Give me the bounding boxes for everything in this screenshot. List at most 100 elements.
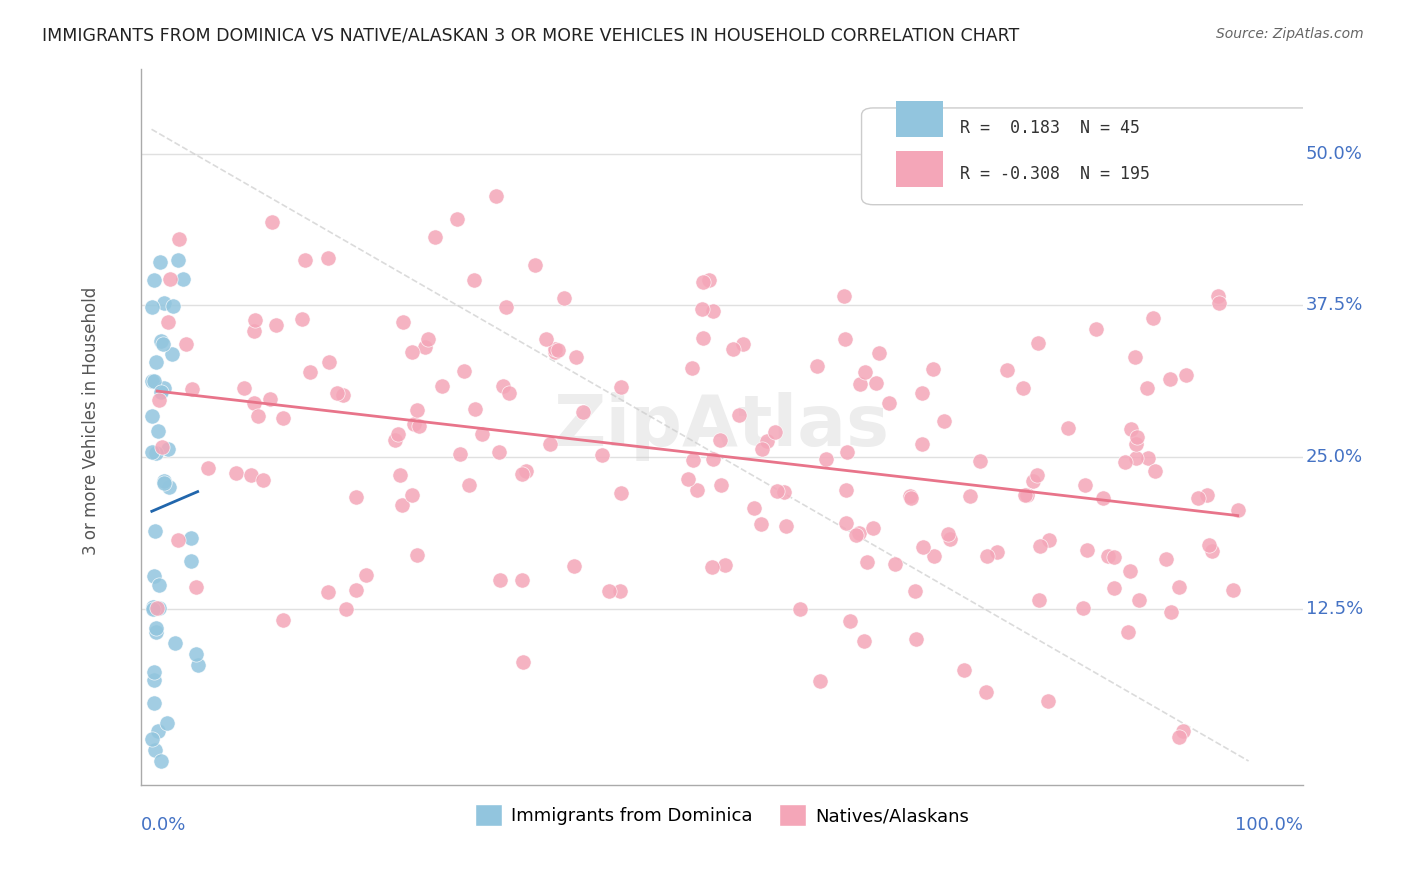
Point bbox=[1197, 488, 1219, 502]
Text: Source: ZipAtlas.com: Source: ZipAtlas.com bbox=[1216, 27, 1364, 41]
Point bbox=[148, 392, 170, 407]
Point bbox=[936, 527, 959, 541]
Legend: Immigrants from Dominica, Natives/Alaskans: Immigrants from Dominica, Natives/Alaska… bbox=[467, 797, 977, 834]
Point bbox=[489, 573, 512, 587]
Point bbox=[143, 568, 166, 582]
Point bbox=[855, 555, 877, 569]
Point bbox=[1175, 368, 1198, 382]
Point bbox=[553, 291, 575, 305]
Point bbox=[458, 477, 481, 491]
Point bbox=[808, 674, 831, 689]
Point bbox=[853, 365, 876, 379]
Point bbox=[1126, 430, 1149, 444]
Text: R =  0.183  N = 45: R = 0.183 N = 45 bbox=[960, 119, 1140, 136]
Point bbox=[142, 599, 165, 614]
Point bbox=[1136, 381, 1159, 395]
Point bbox=[690, 302, 713, 317]
Point bbox=[405, 549, 427, 563]
Point bbox=[1022, 474, 1045, 488]
Point bbox=[247, 409, 270, 424]
Point bbox=[1226, 502, 1249, 516]
Point bbox=[1026, 335, 1049, 350]
Point bbox=[152, 296, 174, 310]
Point bbox=[544, 344, 567, 359]
Point bbox=[609, 584, 631, 599]
Point bbox=[148, 578, 170, 592]
Point bbox=[143, 665, 166, 679]
Point bbox=[1012, 381, 1035, 395]
Point bbox=[789, 601, 811, 615]
Point bbox=[488, 444, 510, 458]
Point bbox=[299, 365, 322, 379]
Point bbox=[681, 360, 703, 375]
Point bbox=[262, 215, 284, 229]
Text: IMMIGRANTS FROM DOMINICA VS NATIVE/ALASKAN 3 OR MORE VEHICLES IN HOUSEHOLD CORRE: IMMIGRANTS FROM DOMINICA VS NATIVE/ALASK… bbox=[42, 27, 1019, 45]
Point bbox=[152, 474, 174, 488]
Point bbox=[898, 489, 921, 503]
Point bbox=[401, 488, 423, 502]
Point bbox=[492, 379, 515, 393]
Point bbox=[243, 312, 266, 326]
Point bbox=[865, 376, 887, 390]
Point bbox=[344, 583, 367, 598]
Point bbox=[495, 300, 517, 314]
Point bbox=[1071, 600, 1094, 615]
Point bbox=[432, 379, 454, 393]
Point bbox=[187, 658, 209, 673]
Point bbox=[1114, 455, 1136, 469]
Point bbox=[845, 528, 868, 542]
Point bbox=[354, 568, 377, 582]
Point bbox=[152, 337, 174, 351]
Point bbox=[391, 498, 413, 512]
Point bbox=[610, 379, 633, 393]
Point bbox=[773, 485, 796, 500]
Point bbox=[1222, 583, 1244, 598]
Point bbox=[598, 584, 620, 599]
Point bbox=[142, 673, 165, 687]
Point bbox=[1116, 624, 1139, 639]
Point bbox=[1201, 544, 1223, 558]
Point bbox=[1102, 581, 1125, 595]
Point bbox=[1173, 724, 1195, 739]
Point bbox=[252, 473, 274, 487]
Point bbox=[692, 330, 714, 344]
Point bbox=[883, 558, 905, 572]
Point bbox=[571, 405, 593, 419]
Point bbox=[710, 478, 733, 492]
Point bbox=[733, 337, 755, 351]
Point bbox=[142, 273, 165, 287]
Point bbox=[1029, 539, 1052, 553]
Point bbox=[1187, 491, 1209, 505]
Point bbox=[401, 344, 423, 359]
Point bbox=[485, 188, 508, 202]
Point bbox=[540, 436, 562, 450]
Text: 12.5%: 12.5% bbox=[1306, 600, 1362, 618]
Point bbox=[834, 332, 856, 346]
Point bbox=[150, 754, 173, 768]
Point bbox=[763, 425, 786, 439]
Point bbox=[148, 600, 170, 615]
Point bbox=[678, 472, 700, 486]
Point bbox=[471, 427, 494, 442]
Point bbox=[271, 411, 294, 425]
Point bbox=[145, 621, 167, 635]
Text: 37.5%: 37.5% bbox=[1306, 296, 1362, 314]
Point bbox=[728, 408, 751, 422]
Point bbox=[271, 613, 294, 627]
Point bbox=[766, 483, 789, 498]
Point bbox=[172, 272, 194, 286]
Point bbox=[1038, 533, 1060, 548]
Point bbox=[1028, 593, 1050, 607]
Point bbox=[832, 289, 855, 303]
Point bbox=[153, 381, 176, 395]
Point bbox=[1014, 488, 1036, 502]
Point bbox=[169, 232, 191, 246]
Point bbox=[775, 518, 797, 533]
Point bbox=[1159, 372, 1181, 386]
Point bbox=[387, 427, 409, 442]
Point bbox=[562, 559, 585, 574]
Point bbox=[976, 549, 998, 563]
Point bbox=[146, 424, 169, 438]
Point bbox=[184, 647, 207, 661]
Point bbox=[534, 333, 557, 347]
